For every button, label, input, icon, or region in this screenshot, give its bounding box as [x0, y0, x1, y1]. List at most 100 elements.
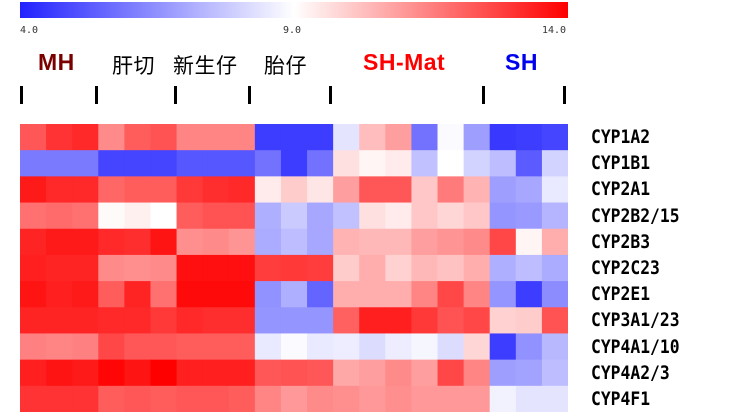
- heatmap-cell: [515, 202, 543, 230]
- heatmap-cell: [359, 150, 386, 177]
- heatmap-cell: [541, 228, 568, 256]
- heatmap-cell: [411, 228, 439, 256]
- group-divider-tick: [248, 86, 251, 104]
- heatmap-cell: [124, 359, 152, 387]
- heatmap-cell: [228, 202, 256, 230]
- heatmap-cell: [228, 228, 256, 256]
- heatmap-cell: [228, 124, 256, 151]
- group-divider-tick: [95, 86, 98, 104]
- group-label-hepatectomy: 肝切: [112, 54, 155, 78]
- heatmap-cell: [254, 124, 282, 151]
- heatmap-cell: [98, 202, 125, 230]
- group-divider-tick: [329, 86, 332, 104]
- heatmap-cell: [150, 202, 178, 230]
- heatmap-cell: [385, 333, 413, 361]
- heatmap-cell: [541, 254, 568, 282]
- heatmap-cell: [280, 385, 308, 412]
- heatmap-cell: [254, 281, 282, 308]
- heatmap-cell: [437, 254, 465, 282]
- heatmap-cell: [541, 281, 568, 308]
- heatmap-cell: [541, 150, 568, 177]
- heatmap-cell: [359, 385, 386, 412]
- heatmap-cell: [489, 202, 517, 230]
- heatmap-cell: [254, 150, 282, 177]
- heatmap-cell: [515, 150, 543, 177]
- gene-label: CYP2C23: [591, 257, 660, 279]
- heatmap-cell: [46, 359, 73, 387]
- heatmap-cell: [489, 281, 517, 308]
- heatmap-cell: [20, 254, 47, 282]
- heatmap-cell: [72, 307, 99, 335]
- gene-label: CYP1B1: [591, 152, 651, 175]
- heatmap-cell: [437, 307, 465, 335]
- heatmap-cell: [176, 281, 204, 308]
- heatmap-cell: [202, 307, 230, 335]
- heatmap-cell: [359, 281, 386, 308]
- heatmap-cell: [515, 124, 543, 151]
- heatmap-cell: [46, 281, 73, 308]
- heatmap-cell: [515, 176, 543, 204]
- gene-label: CYP2B2/15: [591, 204, 680, 227]
- heatmap-cell: [202, 124, 230, 151]
- heatmap-cell: [254, 202, 282, 230]
- heatmap-cell: [150, 124, 178, 151]
- heatmap-cell: [307, 124, 334, 151]
- heatmap-cell: [280, 124, 308, 151]
- group-divider-tick: [482, 86, 485, 104]
- heatmap-cell: [176, 150, 204, 177]
- heatmap-cell: [437, 228, 465, 256]
- heatmap-cell: [307, 150, 334, 177]
- group-label-sh-mat: SH-Mat: [363, 49, 446, 75]
- heatmap-cell: [541, 307, 568, 335]
- heatmap-cell: [98, 281, 125, 308]
- heatmap-cell: [385, 254, 413, 282]
- heatmap-cell: [307, 385, 334, 412]
- heatmap-cell: [20, 228, 47, 256]
- heatmap-cell: [515, 385, 543, 412]
- group-divider-tick: [563, 86, 566, 104]
- group-divider-tick: [20, 86, 23, 104]
- heatmap-cell: [254, 333, 282, 361]
- gene-label: CYP3A1/23: [591, 309, 680, 332]
- heatmap-cell: [124, 385, 152, 412]
- gene-label: CYP2A1: [591, 178, 651, 201]
- heatmap-cell: [124, 333, 152, 361]
- heatmap-cell: [124, 228, 152, 256]
- gene-label: CYP4F1: [591, 387, 651, 410]
- heatmap-cell: [176, 124, 204, 151]
- heatmap-cell: [307, 359, 334, 387]
- heatmap-cell: [98, 333, 125, 361]
- heatmap-cell: [46, 124, 73, 151]
- heatmap-cell: [46, 202, 73, 230]
- heatmap-cell: [359, 254, 386, 282]
- heatmap-cell: [124, 176, 152, 204]
- heatmap-cell: [150, 254, 178, 282]
- heatmap-cell: [150, 176, 178, 204]
- heatmap-cell: [437, 202, 465, 230]
- gene-label: CYP2E1: [591, 283, 651, 306]
- heatmap-cell: [463, 385, 491, 412]
- heatmap-cell: [72, 333, 99, 361]
- scale-mid-label: 9.0: [283, 25, 302, 36]
- heatmap-cell: [124, 254, 152, 282]
- heatmap-cell: [254, 176, 282, 204]
- heatmap-cell: [463, 228, 491, 256]
- heatmap-cell: [411, 307, 439, 335]
- gene-label: CYP1A2: [591, 126, 651, 149]
- heatmap-cell: [150, 281, 178, 308]
- heatmap-cell: [254, 359, 282, 387]
- heatmap-cell: [202, 281, 230, 308]
- heatmap-cell: [541, 333, 568, 361]
- heatmap-cell: [124, 281, 152, 308]
- heatmap-cell: [176, 307, 204, 335]
- heatmap-cell: [489, 124, 517, 151]
- group-label-sh: SH: [505, 49, 538, 75]
- heatmap-cell: [228, 333, 256, 361]
- heatmap-cell: [463, 333, 491, 361]
- heatmap-cell: [176, 385, 204, 412]
- heatmap-cell: [280, 150, 308, 177]
- heatmap-cell: [385, 359, 413, 387]
- heatmap-cell: [72, 359, 99, 387]
- heatmap-cell: [359, 176, 386, 204]
- heatmap-cell: [333, 359, 360, 387]
